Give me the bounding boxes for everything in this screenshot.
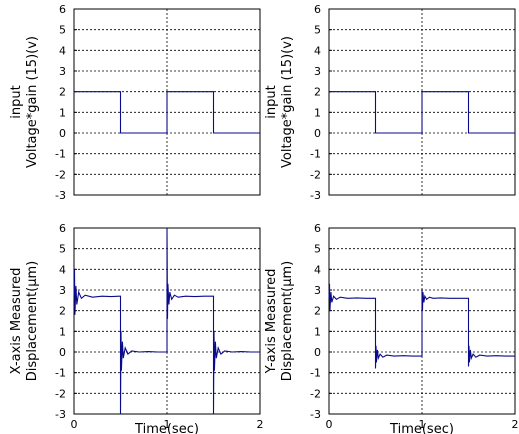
y-tick-label: -3: [55, 189, 66, 202]
y-axis-label: input: [9, 85, 24, 118]
y-tick-label: 2: [314, 305, 321, 318]
x-axis-label: Time(sec): [134, 422, 199, 434]
y-tick-label: -2: [310, 168, 321, 181]
x-tick-label: 2: [257, 418, 264, 431]
y-tick-label: 4: [314, 44, 321, 57]
y-tick-label: 2: [59, 86, 66, 99]
y-tick-label: 4: [314, 263, 321, 276]
y-axis-label: Voltage*gain (15)(v): [280, 36, 295, 168]
x-tick-label: 2: [512, 418, 519, 431]
plot-frame: [328, 227, 516, 415]
y-tick-label: -2: [310, 387, 321, 400]
y-tick-label: 1: [59, 325, 66, 338]
x-tick-label: 0: [326, 418, 333, 431]
y-tick-label: -1: [310, 367, 321, 380]
y-tick-label: 4: [59, 263, 66, 276]
series-line-1: [329, 91, 515, 134]
y-tick-label: -2: [55, 387, 66, 400]
y-tick-label: 3: [314, 65, 321, 78]
y-tick-label: 6: [59, 3, 66, 16]
series-line-1: [73, 227, 260, 415]
y-tick-label: 1: [59, 106, 66, 119]
y-tick-label: 2: [314, 86, 321, 99]
y-tick-label: -1: [55, 367, 66, 380]
y-tick-label: 1: [314, 106, 321, 119]
y-tick-label: 3: [314, 284, 321, 297]
series-line-1: [328, 283, 515, 369]
y-tick-label: 0: [314, 346, 321, 359]
y-tick-label: -2: [55, 168, 66, 181]
y-axis-label: Displacement(μm): [25, 261, 40, 381]
y-tick-label: 0: [59, 127, 66, 140]
y-tick-label: 0: [314, 127, 321, 140]
chart-panel-4: 6 5 4 3 2 1 0 -1 -2 -3 0 1 2 Time(sec) Y-axis Measured…: [264, 222, 519, 434]
y-tick-label: 2: [59, 305, 66, 318]
y-tick-label: 6: [314, 3, 321, 16]
y-tick-label: -3: [310, 408, 321, 421]
series-line-1: [74, 91, 260, 134]
chart-panel-1: 6 5 4 3 2 1 0 -1 -2 -3 input Voltage*gain (15)(v): [9, 3, 261, 202]
y-axis-label: Voltage*gain (15)(v): [25, 36, 40, 168]
plot-frame: [73, 8, 261, 196]
x-tick-label: 1: [164, 418, 171, 431]
y-tick-label: -3: [310, 189, 321, 202]
y-tick-label: 1: [314, 325, 321, 338]
y-axis-label: Displacement(μm): [280, 261, 295, 381]
y-tick-label: 6: [314, 222, 321, 235]
y-tick-label: -1: [310, 148, 321, 161]
x-axis-label: Time(sec): [389, 422, 454, 434]
y-tick-label: 5: [314, 243, 321, 256]
x-tick-label: 1: [419, 418, 426, 431]
chart-panel-2: 6 5 4 3 2 1 0 -1 -2 -3 input Voltage*gain (15)(v): [264, 3, 516, 202]
y-tick-label: -3: [55, 408, 66, 421]
x-tick-label: 0: [71, 418, 78, 431]
y-tick-label: 3: [59, 284, 66, 297]
y-tick-label: 5: [314, 24, 321, 37]
y-tick-label: 3: [59, 65, 66, 78]
y-axis-label: X-axis Measured: [9, 268, 24, 375]
y-axis-label: Y-axis Measured: [264, 269, 279, 375]
y-tick-label: 6: [59, 222, 66, 235]
y-axis-label: input: [264, 85, 279, 118]
y-tick-label: 5: [59, 24, 66, 37]
y-tick-label: -1: [55, 148, 66, 161]
y-tick-label: 0: [59, 346, 66, 359]
y-tick-label: 4: [59, 44, 66, 57]
y-tick-label: 5: [59, 243, 66, 256]
chart-panel-3: 6 5 4 3 2 1 0 -1 -2 -3 0 1 2 Time(sec) X-axis Measured…: [9, 222, 264, 434]
plot-frame: [328, 8, 516, 196]
